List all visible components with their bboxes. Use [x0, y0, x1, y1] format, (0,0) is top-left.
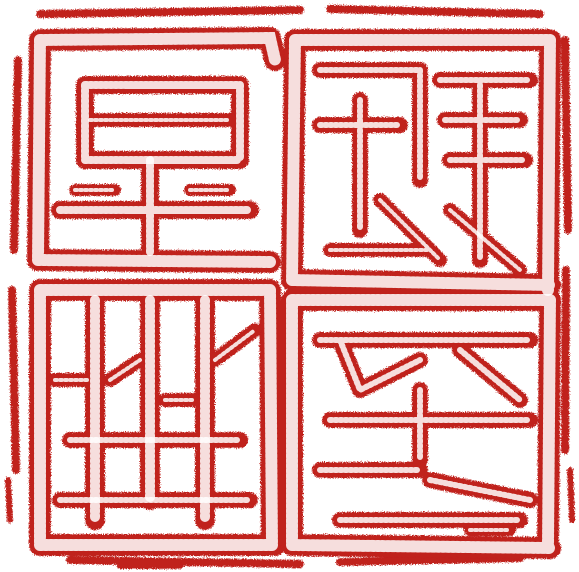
seal-speckle-stroke [317, 67, 423, 233]
seal-speckle-stroke [286, 34, 556, 296]
seal-speckle-stroke [57, 437, 253, 503]
seal-border [8, 5, 572, 568]
seal-speckle-stroke [56, 156, 254, 259]
seal-glyph-lower-left [29, 279, 286, 556]
seal-texture [32, 31, 556, 554]
seal-edge-fragments [5, 9, 575, 569]
seal-speckle-stroke [53, 328, 257, 402]
seal-speckle-stroke [34, 284, 281, 551]
seal-speckle-stroke [286, 294, 556, 554]
seal-speckle-stroke [328, 198, 522, 272]
seal-speckle-stroke [437, 77, 533, 263]
seal-speckle-stroke [32, 31, 281, 268]
seal-speckle-stroke [90, 295, 210, 525]
seal-speckle-stroke [327, 387, 533, 463]
seal-speckle-stroke [317, 337, 533, 403]
seal-speckle-stroke [81, 81, 244, 164]
seal-speckle-stroke [317, 467, 533, 523]
